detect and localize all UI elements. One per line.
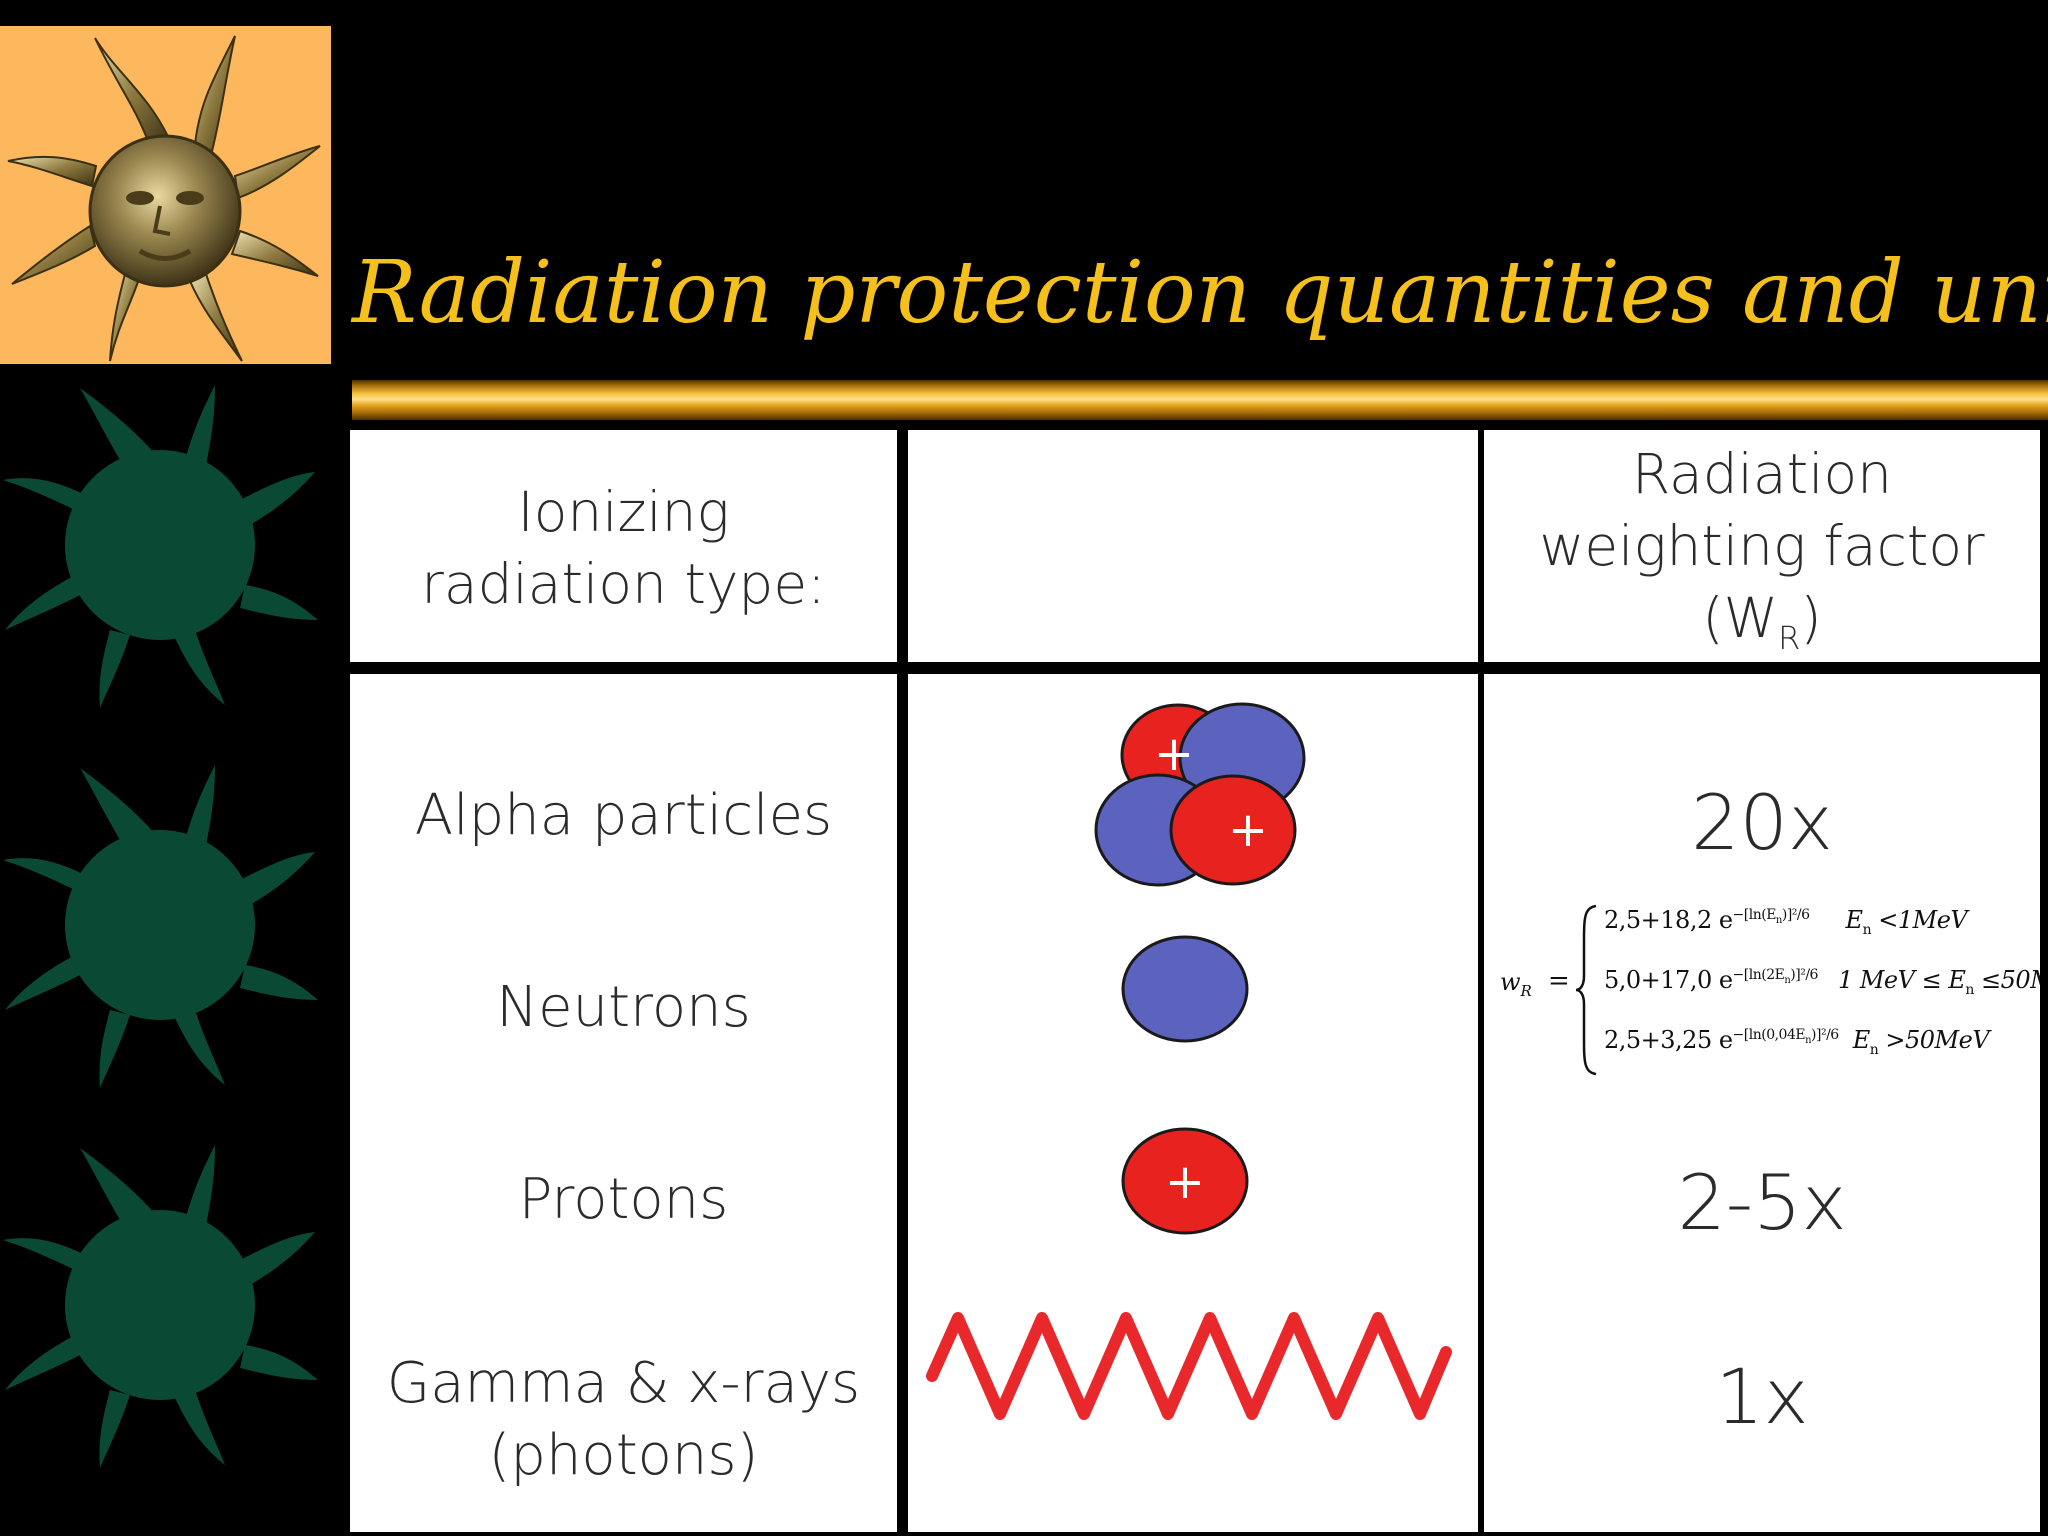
- factor-protons: 2-5x: [1677, 1158, 1847, 1247]
- alpha-plus-1: +: [1154, 726, 1194, 782]
- case-2-exp-sub: n: [1784, 974, 1791, 986]
- header-factor-w: (W: [1702, 586, 1779, 650]
- body-cell-illustrations: + + +: [908, 674, 1478, 1532]
- green-star-decoration-2: [0, 760, 320, 1090]
- row-label-alpha: Alpha particles: [414, 783, 833, 848]
- photon-wave-icon: [926, 1312, 1452, 1420]
- header-factor-line-1: Radiation: [1632, 442, 1892, 506]
- factor-alpha: 20x: [1691, 778, 1833, 867]
- proton-icon: +: [1121, 1127, 1249, 1235]
- formula-lhs: wR: [1500, 968, 1532, 1000]
- case-3-cond-sub: n: [1869, 1041, 1879, 1058]
- case-3-exp-sub: n: [1805, 1034, 1812, 1046]
- alpha-particle-icon: + +: [1094, 702, 1306, 887]
- factor-photons: 1x: [1715, 1352, 1809, 1441]
- header-cell-type: Ionizing radiation type:: [350, 430, 897, 662]
- header-factor-subscript: R: [1778, 619, 1801, 657]
- formula-lhs-w: w: [1500, 968, 1521, 996]
- body-cell-types: Alpha particles Neutrons Protons Gamma &…: [350, 674, 897, 1532]
- case-1-exp-sub: n: [1775, 914, 1782, 926]
- case-1-exp: −[ln(E: [1732, 907, 1777, 923]
- neutron-weighting-formula: wR = 2,5+18,2 e−[ln(En)]²/6 En <1MeV 5,0+…: [1500, 896, 2040, 1086]
- row-label-photons-line-2: (photons): [488, 1423, 759, 1488]
- green-star-icon: [3, 385, 318, 708]
- case-2-exp: −[ln(2E: [1732, 967, 1785, 983]
- formula-case-3: 2,5+3,25 e−[ln(0,04En)]²/6 En >50MeV: [1604, 1026, 1990, 1058]
- header-type-line-1: Ionizing: [517, 480, 730, 544]
- case-2-exp-tail: )]²/6: [1790, 967, 1818, 983]
- header-factor-line-2: weighting factor: [1539, 514, 1985, 578]
- case-2-cond: 1 MeV ≤ E: [1837, 966, 1966, 994]
- body-cell-factors: 20x wR = 2,5+18,2 e−[ln(En)]²/6 En <1MeV …: [1484, 674, 2040, 1532]
- sun-face-logo: [0, 26, 331, 364]
- radiation-weighting-table: Ionizing radiation type: Radiation weigh…: [346, 424, 2048, 1536]
- header-cell-factor: Radiation weighting factor (WR): [1484, 430, 2040, 662]
- row-label-neutrons: Neutrons: [496, 975, 751, 1040]
- header-factor-close: ): [1800, 586, 1822, 650]
- formula-brace: [1575, 904, 1597, 1076]
- green-star-decoration-3: [0, 1140, 320, 1470]
- alpha-plus-2: +: [1228, 802, 1268, 858]
- case-1-exp-tail: )]²/6: [1781, 907, 1810, 923]
- case-1-cond-tail: <1MeV: [1871, 906, 1968, 934]
- neutron-icon: [1121, 935, 1249, 1043]
- case-1-cond-sub: n: [1862, 921, 1872, 938]
- case-1-cond: E: [1845, 906, 1864, 934]
- case-3-cond: E: [1852, 1026, 1871, 1054]
- formula-equals: =: [1548, 966, 1570, 996]
- case-2-expr: 5,0+17,0 e: [1604, 966, 1733, 994]
- case-3-exp: −[ln(0,04E: [1732, 1027, 1806, 1043]
- case-2-cond-sub: n: [1965, 981, 1974, 998]
- case-3-expr: 2,5+3,25 e: [1604, 1026, 1733, 1054]
- case-3-exp-tail: )]²/6: [1811, 1027, 1839, 1043]
- formula-lhs-sub: R: [1520, 981, 1532, 1000]
- row-label-photons-line-1: Gamma & x-rays: [386, 1351, 861, 1416]
- green-star-icon: [3, 765, 318, 1088]
- header-cell-illustration: [908, 430, 1478, 662]
- header-type-line-2: radiation type:: [421, 552, 826, 616]
- formula-case-1: 2,5+18,2 e−[ln(En)]²/6 En <1MeV: [1604, 906, 1968, 938]
- case-3-cond-tail: >50MeV: [1878, 1026, 1990, 1054]
- formula-case-2: 5,0+17,0 e−[ln(2En)]²/61 MeV ≤ En ≤50MeV: [1604, 966, 2040, 998]
- gold-divider-bar: [352, 380, 2048, 420]
- green-star-icon: [3, 1145, 318, 1468]
- slide-title: Radiation protection quantities and unit…: [352, 243, 2048, 343]
- header-factor-line-3: (WR): [1484, 582, 2040, 662]
- case-2-cond-tail: ≤50MeV: [1981, 966, 2040, 994]
- sun-face-logo-icon: [7, 35, 321, 362]
- green-star-decoration-1: [0, 380, 320, 710]
- row-label-protons: Protons: [518, 1167, 729, 1232]
- case-1-expr: 2,5+18,2 e: [1604, 906, 1733, 934]
- proton-plus: +: [1165, 1154, 1205, 1210]
